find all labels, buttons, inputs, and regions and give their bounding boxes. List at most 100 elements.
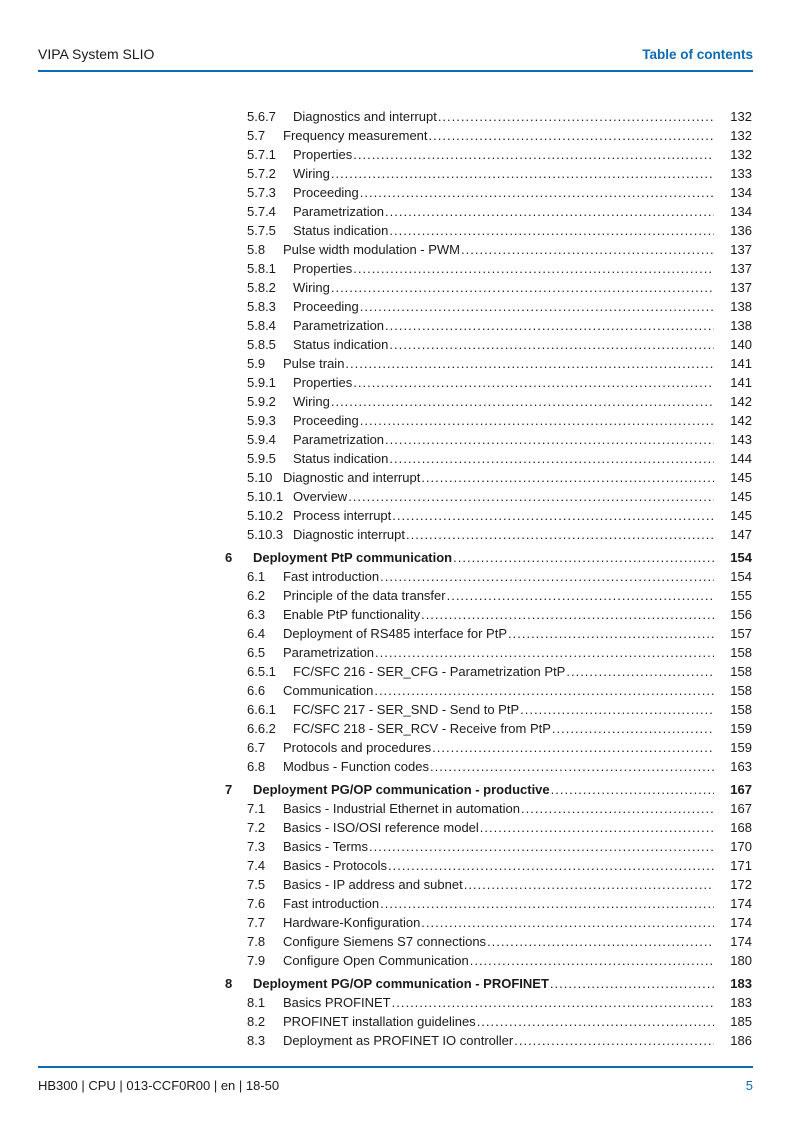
- toc-entry[interactable]: 7.3 Basics - Terms.......................…: [225, 837, 752, 856]
- toc-entry[interactable]: 5.10.3 Diagnostic interrupt..............…: [225, 525, 752, 544]
- document-reference: HB300 | CPU | 013-CCF0R00 | en | 18-50: [38, 1078, 280, 1093]
- toc-entry-number: 6.5: [247, 645, 266, 660]
- toc-entry-title: Deployment of RS485 interface for PtP: [283, 626, 508, 641]
- toc-entry-title: PROFINET installation guidelines: [283, 1014, 476, 1029]
- toc-entry-number: 5.7.2: [247, 166, 276, 181]
- toc-entry[interactable]: 6.6.2 FC/SFC 218 - SER_RCV - Receive from…: [225, 719, 752, 738]
- toc-entry-number: 6.5.1: [247, 664, 276, 679]
- toc-entry-page: 158: [730, 664, 752, 679]
- dot-leader: ........................................…: [551, 721, 714, 736]
- toc-entry-title: Wiring: [293, 166, 330, 181]
- toc-entry[interactable]: 6.6 Communication........................…: [225, 681, 752, 700]
- toc-entry-title: Status indication: [293, 451, 389, 466]
- toc-entry[interactable]: 5.9.2 Wiring.............................…: [225, 392, 752, 411]
- toc-entry-title: Properties: [293, 147, 353, 162]
- toc-entry-title: Deployment PtP communication: [253, 550, 453, 565]
- footer-rule: [38, 1066, 753, 1068]
- toc-entry[interactable]: 5.9 Pulse train..........................…: [225, 354, 752, 373]
- toc-entry[interactable]: 6.8 Modbus - Function codes .............…: [225, 757, 752, 776]
- toc-entry[interactable]: 5.8.1 Properties.........................…: [225, 259, 752, 278]
- dot-leader: ........................................…: [432, 740, 714, 755]
- toc-entry[interactable]: 5.10.2 Process interrupt.................…: [225, 506, 752, 525]
- toc-entry[interactable]: 7.6 Fast introduction....................…: [225, 894, 752, 913]
- toc-entry-title: Parametrization: [293, 432, 385, 447]
- toc-entry-title: Enable PtP functionality: [283, 607, 421, 622]
- dot-leader: ........................................…: [380, 896, 714, 911]
- toc-entry[interactable]: 5.9.1 Properties.........................…: [225, 373, 752, 392]
- toc-entry-title: Diagnostic and interrupt: [283, 470, 421, 485]
- toc-entry-title: Parametrization: [293, 318, 385, 333]
- toc-entry[interactable]: 6.5.1 FC/SFC 216 - SER_CFG - Parametrizat…: [225, 662, 752, 681]
- toc-entry[interactable]: 5.7 Frequency measurement................…: [225, 126, 752, 145]
- dot-leader: ........................................…: [385, 432, 714, 447]
- toc-entry[interactable]: 6.1 Fast introduction....................…: [225, 567, 752, 586]
- toc-entry-number: 7.3: [247, 839, 266, 854]
- toc-entry-number: 8.3: [247, 1033, 266, 1048]
- toc-entry[interactable]: 5.7.3 Proceeding.........................…: [225, 183, 752, 202]
- toc-entry[interactable]: 6.6.1 FC/SFC 217 - SER_SND - Send to PtP.…: [225, 700, 752, 719]
- toc-entry-title: Proceeding: [293, 185, 359, 200]
- toc-entry-page: 142: [730, 394, 752, 409]
- toc-entry[interactable]: 6.2 Principle of the data transfer.......…: [225, 586, 752, 605]
- toc-entry[interactable]: 5.8.5 Status indication..................…: [225, 335, 752, 354]
- toc-entry-title: Diagnostic interrupt: [293, 527, 405, 542]
- toc-entry[interactable]: 7 Deployment PG/OP communication - produc…: [225, 780, 752, 799]
- dot-leader: ........................................…: [550, 782, 714, 797]
- toc-entry[interactable]: 5.9.5 Status indication..................…: [225, 449, 752, 468]
- toc-entry-page: 180: [730, 953, 752, 968]
- toc-entry[interactable]: 8.1 Basics PROFINET......................…: [225, 993, 752, 1012]
- dot-leader: ........................................…: [375, 645, 714, 660]
- toc-entry-number: 5.7.4: [247, 204, 276, 219]
- toc-entry[interactable]: 5.8.2 Wiring.............................…: [225, 278, 752, 297]
- toc-entry[interactable]: 5.8.4 Parametrization....................…: [225, 316, 752, 335]
- toc-entry[interactable]: 5.7.4 Parametrization....................…: [225, 202, 752, 221]
- toc-entry[interactable]: 5.10 Diagnostic and interrupt............…: [225, 468, 752, 487]
- toc-entry-title: Deployment PG/OP communication - product…: [253, 782, 550, 797]
- toc-entry-title: Proceeding: [293, 413, 359, 428]
- toc-entry-title: Protocols and procedures: [283, 740, 432, 755]
- toc-entry[interactable]: 5.7.5 Status indication..................…: [225, 221, 752, 240]
- toc-entry[interactable]: 7.4 Basics - Protocols...................…: [225, 856, 752, 875]
- toc-entry[interactable]: 7.7 Hardware-Konfiguration...............…: [225, 913, 752, 932]
- toc-entry[interactable]: 6 Deployment PtP communication...........…: [225, 548, 752, 567]
- dot-leader: ........................................…: [479, 820, 714, 835]
- toc-entry-page: 136: [730, 223, 752, 238]
- toc-entry[interactable]: 7.2 Basics - ISO/OSI reference model.....…: [225, 818, 752, 837]
- toc-entry-page: 137: [730, 242, 752, 257]
- toc-entry[interactable]: 5.8.3 Proceeding.........................…: [225, 297, 752, 316]
- toc-entry[interactable]: 6.7 Protocols and procedures.............…: [225, 738, 752, 757]
- toc-entry-number: 7.4: [247, 858, 266, 873]
- toc-entry-title: Properties: [293, 261, 353, 276]
- toc-entry-number: 5.8.5: [247, 337, 276, 352]
- toc-entry[interactable]: 5.8 Pulse width modulation - PWM.........…: [225, 240, 752, 259]
- dot-leader: ........................................…: [566, 664, 714, 679]
- toc-entry[interactable]: 5.6.7 Diagnostics and interrupt..........…: [225, 107, 752, 126]
- toc-entry[interactable]: 8.2 PROFINET installation guidelines.....…: [225, 1012, 752, 1031]
- toc-entry[interactable]: 8.3 Deployment as PROFINET IO controller.…: [225, 1031, 752, 1050]
- toc-entry[interactable]: 7.1 Basics - Industrial Ethernet in autom…: [225, 799, 752, 818]
- page-footer: HB300 | CPU | 013-CCF0R00 | en | 18-50 5: [38, 1078, 753, 1093]
- toc-entry[interactable]: 5.7.2 Wiring.............................…: [225, 164, 752, 183]
- toc-entry[interactable]: 7.8 Configure Siemens S7 connections.....…: [225, 932, 752, 951]
- toc-entry-number: 6.6.1: [247, 702, 276, 717]
- toc-entry-title: Diagnostics and interrupt: [293, 109, 437, 124]
- toc-entry-page: 138: [730, 299, 752, 314]
- table-of-contents: 5.6.7 Diagnostics and interrupt..........…: [225, 107, 752, 1050]
- toc-entry[interactable]: 7.9 Configure Open Communication.........…: [225, 951, 752, 970]
- toc-entry[interactable]: 5.9.3 Proceeding.........................…: [225, 411, 752, 430]
- toc-entry-number: 5.10.2: [247, 508, 284, 523]
- toc-entry-title: FC/SFC 218 - SER_RCV - Receive from PtP: [293, 721, 551, 736]
- toc-entry[interactable]: 6.5 Parametrization......................…: [225, 643, 752, 662]
- toc-entry[interactable]: 7.5 Basics - IP address and subnet.......…: [225, 875, 752, 894]
- toc-entry-title: Parametrization: [283, 645, 375, 660]
- toc-entry[interactable]: 6.4 Deployment of RS485 interface for PtP…: [225, 624, 752, 643]
- toc-entry[interactable]: 8 Deployment PG/OP communication - PROFIN…: [225, 974, 752, 993]
- toc-entry[interactable]: 6.3 Enable PtP functionality.............…: [225, 605, 752, 624]
- toc-entry-page: 186: [730, 1033, 752, 1048]
- dot-leader: ........................................…: [374, 683, 714, 698]
- toc-entry[interactable]: 5.10.1 Overview..........................…: [225, 487, 752, 506]
- page-number: 5: [745, 1078, 753, 1093]
- toc-entry[interactable]: 5.9.4 Parametrization....................…: [225, 430, 752, 449]
- toc-entry[interactable]: 5.7.1 Properties.........................…: [225, 145, 752, 164]
- toc-entry-page: 156: [730, 607, 752, 622]
